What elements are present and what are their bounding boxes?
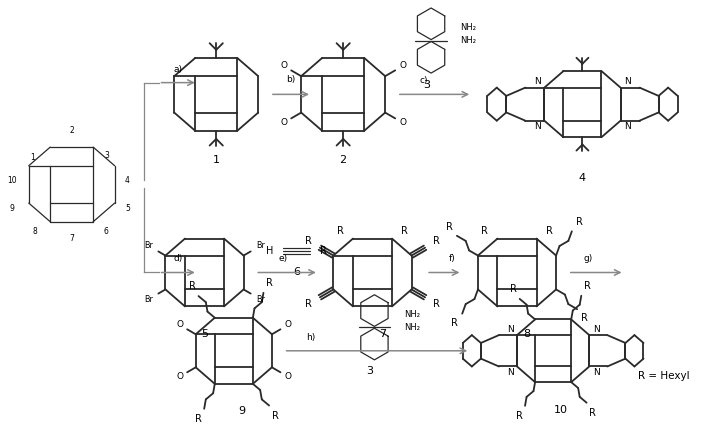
Text: O: O <box>400 62 407 71</box>
Text: Br: Br <box>257 241 265 250</box>
Text: R: R <box>320 246 327 256</box>
Text: H: H <box>266 246 273 256</box>
Text: 8: 8 <box>32 227 37 236</box>
Text: R: R <box>516 411 523 421</box>
Text: R: R <box>336 226 343 236</box>
Text: 3: 3 <box>423 79 430 90</box>
Text: Br: Br <box>144 241 153 250</box>
Text: O: O <box>280 62 287 71</box>
Text: c): c) <box>420 76 428 85</box>
Text: R: R <box>266 278 273 288</box>
Text: N: N <box>593 368 599 377</box>
Text: R: R <box>510 284 517 294</box>
Text: R: R <box>433 236 440 246</box>
Text: b): b) <box>286 75 295 84</box>
Text: 5: 5 <box>125 204 130 213</box>
Text: R: R <box>546 226 552 236</box>
Text: R: R <box>584 280 590 291</box>
Text: R: R <box>446 222 453 232</box>
Text: 6: 6 <box>104 227 109 236</box>
Text: N: N <box>624 77 631 86</box>
Text: N: N <box>507 368 514 377</box>
Text: 1: 1 <box>212 155 219 165</box>
Text: N: N <box>534 77 541 86</box>
Text: 10: 10 <box>7 176 17 185</box>
Text: 4: 4 <box>125 176 130 185</box>
Text: NH₂: NH₂ <box>461 23 477 32</box>
Text: 7: 7 <box>69 234 74 243</box>
Text: R: R <box>433 299 440 309</box>
Text: R: R <box>581 313 588 323</box>
Text: R: R <box>576 217 583 227</box>
Text: h): h) <box>306 333 315 342</box>
Text: R: R <box>189 281 196 291</box>
Text: 2: 2 <box>339 155 347 165</box>
Text: 6: 6 <box>293 267 300 278</box>
Text: Br: Br <box>144 295 153 304</box>
Text: O: O <box>285 320 292 329</box>
Text: 2: 2 <box>69 126 74 135</box>
Text: 4: 4 <box>579 173 586 183</box>
Text: g): g) <box>584 254 593 264</box>
Text: 3: 3 <box>366 366 373 377</box>
Text: a): a) <box>174 65 183 74</box>
Text: O: O <box>280 118 287 127</box>
Text: NH₂: NH₂ <box>461 36 477 45</box>
Text: N: N <box>593 325 599 334</box>
Text: R: R <box>482 226 488 236</box>
Text: R: R <box>451 317 458 328</box>
Text: 9: 9 <box>238 406 245 416</box>
Text: 3: 3 <box>104 151 109 161</box>
Text: Br: Br <box>257 295 265 304</box>
Text: O: O <box>176 372 183 381</box>
Text: 7: 7 <box>379 329 386 339</box>
Text: R: R <box>306 236 313 246</box>
Text: e): e) <box>278 254 287 264</box>
Text: 5: 5 <box>201 329 208 339</box>
Text: O: O <box>285 372 292 381</box>
Text: 8: 8 <box>523 329 531 339</box>
Text: R: R <box>271 411 278 421</box>
Text: R: R <box>589 408 596 418</box>
Text: N: N <box>507 325 514 334</box>
Text: R = Hexyl: R = Hexyl <box>638 371 690 381</box>
Text: NH₂: NH₂ <box>404 310 420 319</box>
Text: 10: 10 <box>554 405 568 414</box>
Text: N: N <box>534 122 541 131</box>
Text: N: N <box>624 122 631 131</box>
Text: R: R <box>306 299 313 309</box>
Text: R: R <box>401 226 408 236</box>
Text: d): d) <box>174 254 183 264</box>
Text: O: O <box>176 320 183 329</box>
Text: R: R <box>195 414 202 424</box>
Text: 1: 1 <box>30 153 35 162</box>
Text: 9: 9 <box>10 204 15 213</box>
Text: f): f) <box>449 254 456 264</box>
Text: NH₂: NH₂ <box>404 323 420 332</box>
Text: O: O <box>400 118 407 127</box>
